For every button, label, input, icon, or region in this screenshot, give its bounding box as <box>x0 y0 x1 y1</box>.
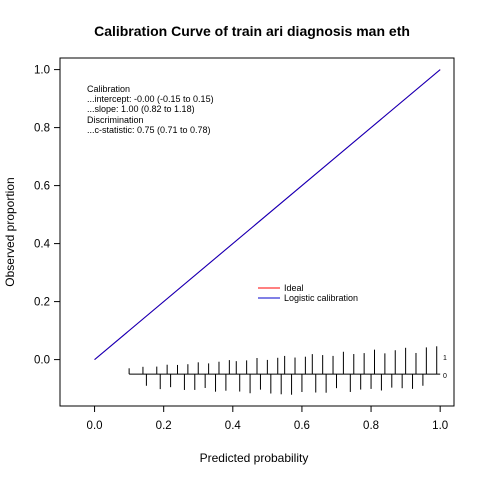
legend: Ideal Logistic calibration <box>258 283 358 303</box>
y-axis-label: Observed proportion <box>3 177 17 286</box>
annotation-intercept: ...intercept: -0.00 (-0.15 to 0.15) <box>87 94 214 104</box>
spike-label-event: 1 <box>443 355 447 362</box>
y-tick-label: 0.6 <box>34 181 50 193</box>
y-tick-label: 0.4 <box>34 239 51 251</box>
y-tick-label: 0.2 <box>34 297 50 309</box>
plot-frame <box>59 57 455 407</box>
annotation-discrimination-header: Discrimination <box>87 115 144 125</box>
spike-label-nonevent: 0 <box>443 373 447 380</box>
annotation-slope: ...slope: 1.00 (0.82 to 1.18) <box>87 104 195 114</box>
series-line-logistic-calibration <box>94 69 441 360</box>
annotation-cstat: ...c-statistic: 0.75 (0.71 to 0.78) <box>87 125 211 135</box>
distribution-spikes <box>128 346 441 395</box>
x-tick-label: 1.0 <box>432 420 448 432</box>
x-tick-label: 0.4 <box>225 420 242 432</box>
y-tick-label: 0.0 <box>34 355 50 367</box>
chart-title: Calibration Curve of train ari diagnosis… <box>94 23 410 39</box>
x-tick-label: 0.8 <box>363 420 379 432</box>
legend-label-logistic: Logistic calibration <box>284 293 358 303</box>
x-tick-label: 0.6 <box>294 420 310 432</box>
x-tick-label: 0.0 <box>87 420 103 432</box>
calibration-annotations: Calibration ...intercept: -0.00 (-0.15 t… <box>87 84 214 135</box>
x-axis: 0.0 0.2 0.4 0.6 0.8 1.0 <box>87 406 448 432</box>
annotation-calibration-header: Calibration <box>87 84 130 94</box>
y-tick-label: 0.8 <box>34 123 50 135</box>
x-tick-label: 0.2 <box>156 420 172 432</box>
legend-label-ideal: Ideal <box>284 283 304 293</box>
y-tick-label: 1.0 <box>34 65 50 77</box>
x-axis-label: Predicted probability <box>200 451 309 465</box>
y-axis: 0.0 0.2 0.4 0.6 0.8 1.0 <box>34 65 60 367</box>
series-lines <box>94 69 441 360</box>
